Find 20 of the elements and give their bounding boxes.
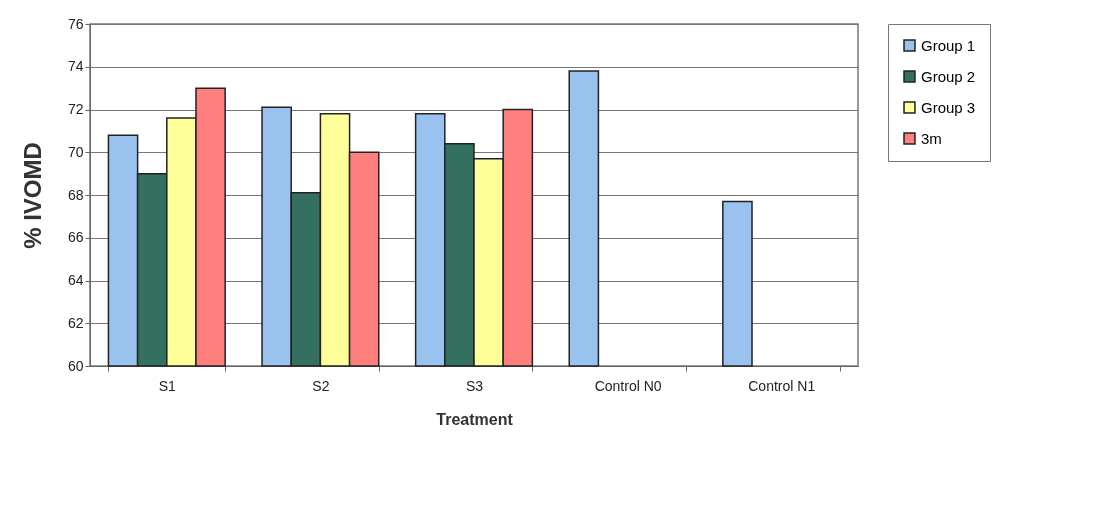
- x-tick-label: S1: [158, 377, 177, 394]
- legend-label: Group 1: [921, 36, 976, 54]
- legend-label: Group 3: [921, 98, 976, 116]
- x-tick-label: Control N0: [594, 377, 662, 394]
- legend-label: Group 2: [921, 67, 976, 85]
- y-tick-label: 74: [67, 58, 84, 75]
- x-tick-label: S3: [465, 377, 484, 394]
- y-tick-label: 64: [67, 272, 84, 288]
- x-tick-label: Control N1: [748, 377, 816, 394]
- y-tick-label: 66: [67, 229, 84, 246]
- y-tick-label: 62: [67, 314, 84, 331]
- y-tick-label: 70: [67, 143, 84, 160]
- y-tick-label: 68: [67, 186, 84, 203]
- x-tick-label: S2: [312, 377, 330, 394]
- legend-label: 3m: [921, 129, 942, 147]
- x-axis-title: Treatment: [436, 410, 514, 428]
- y-tick-label: 60: [67, 357, 84, 374]
- y-tick-label: 72: [67, 101, 84, 117]
- y-tick-label: 76: [67, 15, 84, 32]
- y-axis-title: % IVOMD: [18, 142, 46, 249]
